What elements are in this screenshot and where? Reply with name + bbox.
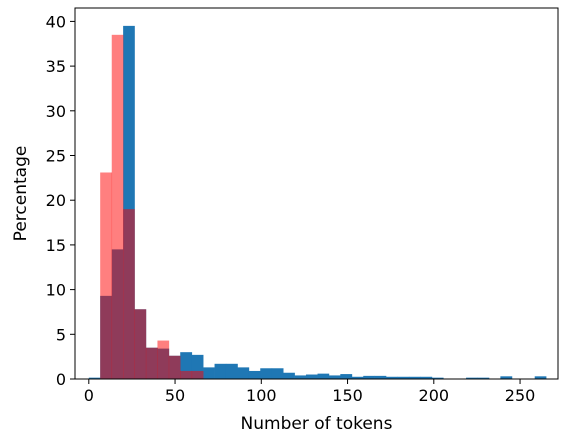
histogram-bar-series-1-bin-10	[191, 354, 204, 379]
histogram-bar-series-1-bin-1	[88, 377, 101, 379]
x-tick-label: 150	[332, 386, 363, 405]
y-tick-label: 40	[46, 12, 66, 31]
x-tick-label: 250	[505, 386, 536, 405]
histogram-bar-series-1-bin-19	[294, 375, 307, 379]
histogram-bar-series-1-bin-14	[237, 367, 250, 379]
histogram-bar-series-1-bin-13	[225, 363, 238, 379]
histogram-bar-series-1-bin-4	[123, 25, 135, 379]
x-tick-label: 50	[165, 386, 185, 405]
y-axis-ticks: 0 5 10 15 20 25 30 35 40	[46, 12, 75, 389]
histogram-bar-series-1-bin-17	[271, 368, 284, 379]
histogram-bar-series-1-bin-11	[203, 367, 215, 379]
histogram-bar-series-2-bin-8	[180, 370, 193, 379]
x-tick-label: 100	[246, 386, 277, 405]
histogram-bar-series-1-bin-40	[534, 376, 547, 379]
histogram-bar-series-1-bin-20	[305, 374, 318, 379]
histogram-bar-series-1-bin-26	[374, 375, 387, 379]
y-tick-label: 20	[46, 191, 66, 210]
bars-layer	[88, 25, 547, 379]
y-tick-label: 5	[56, 325, 66, 344]
histogram-bar-series-2-bin-2	[111, 34, 124, 379]
y-tick-label: 15	[46, 236, 66, 255]
x-axis-label: Number of tokens	[241, 414, 393, 434]
histogram-bar-series-1-bin-27	[386, 376, 398, 379]
histogram-bar-series-1-bin-34	[466, 377, 478, 379]
y-tick-label: 10	[46, 281, 66, 300]
histogram-bar-series-1-bin-30	[420, 376, 433, 379]
histogram-bar-series-1-bin-16	[260, 368, 273, 379]
histogram-bar-series-2-bin-7	[168, 355, 181, 379]
histogram-bar-series-1-bin-18	[283, 372, 295, 379]
x-tick-label: 0	[84, 386, 94, 405]
histogram-bar-series-1-bin-22	[328, 375, 341, 379]
y-tick-label: 30	[46, 102, 66, 121]
histogram-bar-series-1-bin-15	[248, 370, 261, 379]
histogram-bar-series-1-bin-25	[363, 375, 375, 379]
histogram-bar-series-1-bin-28	[397, 376, 410, 379]
histogram-bar-series-2-bin-9	[191, 370, 204, 379]
x-axis-ticks: 0 50 100 150 200 250	[84, 379, 536, 405]
histogram-bar-series-2-bin-5	[145, 347, 158, 379]
histogram-bar-series-2-bin-1	[100, 172, 113, 379]
histogram-bar-series-1-bin-9	[180, 352, 193, 379]
histogram-bar-series-1-bin-12	[214, 363, 227, 379]
plot-frame	[74, 7, 559, 380]
histogram-bar-series-1-bin-23	[340, 374, 353, 379]
histogram-bar-series-1-bin-21	[317, 373, 330, 379]
histogram-bar-series-1-bin-24	[351, 376, 364, 379]
y-tick-label: 25	[46, 147, 66, 166]
y-axis-label: Percentage	[11, 146, 31, 242]
histogram-bar-series-1-bin-37	[500, 376, 513, 379]
histogram-bar-series-2-bin-3	[123, 209, 135, 379]
histogram-bar-series-1-bin-31	[431, 377, 444, 379]
histogram-bar-series-1-bin-29	[408, 376, 421, 379]
x-tick-label: 200	[419, 386, 450, 405]
y-tick-label: 35	[46, 57, 66, 76]
histogram-bar-series-2-bin-4	[134, 309, 147, 379]
y-tick-label: 0	[56, 370, 66, 389]
histogram-bar-series-2-bin-6	[157, 340, 170, 379]
histogram-bar-series-1-bin-35	[477, 377, 490, 379]
